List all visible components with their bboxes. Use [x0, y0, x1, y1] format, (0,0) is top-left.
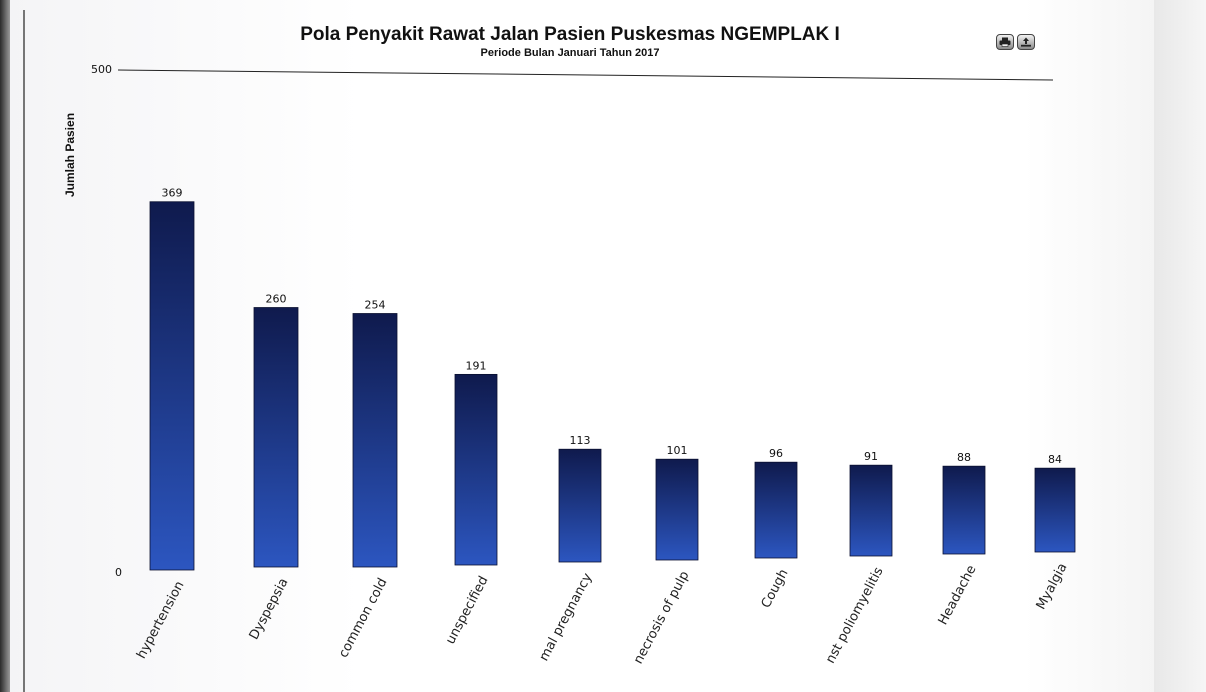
bar-value-label-6: 96: [769, 447, 783, 460]
chart-toolbar: [996, 34, 1035, 50]
monitor-bezel-right: [1154, 0, 1206, 692]
bars-group: 369 hypertension 260 Dyspepsia 254 common col…: [134, 187, 1076, 667]
chart-title: Pola Penyakit Rawat Jalan Pasien Puskesm…: [300, 24, 840, 45]
category-label-1: Dyspepsia: [247, 576, 292, 643]
category-label-4: mal pregnancy: [537, 571, 596, 664]
export-icon: [1021, 37, 1031, 47]
chart-subtitle: Periode Bulan Januari Tahun 2017: [480, 47, 660, 59]
bar-value-label-7: 91: [864, 450, 878, 463]
bar-value-label-4: 113: [570, 434, 591, 447]
top-gridline: [117, 69, 1054, 81]
bar-1[interactable]: [253, 307, 299, 568]
bar-0[interactable]: [149, 201, 195, 571]
bar-value-label-9: 84: [1048, 453, 1062, 466]
bar-value-label-1: 260: [266, 293, 287, 306]
bar-9[interactable]: [1034, 467, 1076, 553]
y-axis-label: Jumlah Pasien: [63, 113, 77, 197]
y-tick-min: 0: [115, 566, 122, 579]
category-label-8: Headache: [936, 563, 980, 628]
category-label-5: necrosis of pulp: [631, 569, 692, 667]
category-label-2: common cold: [336, 576, 390, 660]
category-label-6: Cough: [759, 567, 792, 611]
y-tick-max: 500: [91, 63, 112, 76]
monitor-bezel-left: [0, 0, 10, 692]
printer-icon: [999, 37, 1011, 47]
category-label-3: unspecified: [443, 574, 491, 647]
export-button[interactable]: [1017, 34, 1035, 50]
bar-value-label-3: 191: [466, 359, 487, 372]
bar-value-label-0: 369: [162, 187, 183, 200]
bar-value-label-2: 254: [365, 299, 386, 312]
bar-4[interactable]: [558, 448, 602, 563]
bar-5[interactable]: [655, 458, 699, 561]
bar-7[interactable]: [849, 464, 893, 557]
bar-6[interactable]: [754, 461, 798, 559]
print-button[interactable]: [996, 34, 1014, 50]
category-label-0: hypertension: [134, 579, 187, 661]
bar-3[interactable]: [454, 373, 498, 566]
bar-value-label-5: 101: [667, 444, 688, 457]
category-label-7: nst poliomyelitis: [823, 565, 886, 666]
bar-value-label-8: 88: [957, 451, 971, 464]
bar-2[interactable]: [352, 313, 398, 568]
category-label-9: Myalgia: [1034, 561, 1071, 612]
bar-8[interactable]: [942, 465, 986, 555]
